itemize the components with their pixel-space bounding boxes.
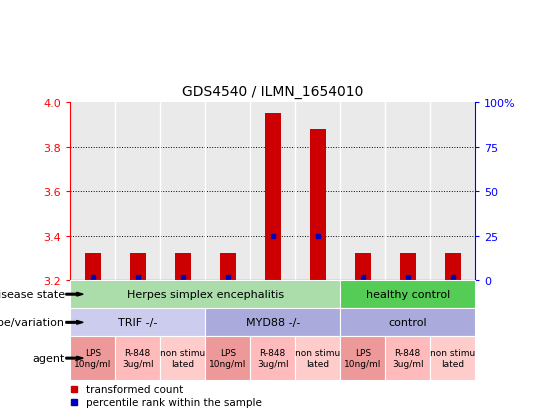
Bar [85, 254, 100, 280]
Bar [355, 254, 370, 280]
Bar [70, 309, 205, 337]
Bar [430, 103, 475, 280]
Bar [430, 337, 475, 380]
Bar [340, 337, 385, 380]
Text: LPS
10ng/ml: LPS 10ng/ml [74, 349, 111, 368]
Bar [70, 103, 115, 280]
Bar [205, 337, 250, 380]
Text: genotype/variation: genotype/variation [0, 318, 65, 328]
Bar [205, 103, 250, 280]
Bar [175, 254, 191, 280]
Text: R-848
3ug/ml: R-848 3ug/ml [122, 349, 153, 368]
Text: non stimu
lated: non stimu lated [160, 349, 205, 368]
Bar [340, 309, 475, 337]
Text: agent: agent [32, 353, 65, 363]
Bar [340, 280, 475, 309]
Text: R-848
3ug/ml: R-848 3ug/ml [392, 349, 423, 368]
Bar [250, 103, 295, 280]
Bar [385, 337, 430, 380]
Text: TRIF -/-: TRIF -/- [118, 318, 157, 328]
Bar [160, 337, 205, 380]
Bar [295, 103, 340, 280]
Bar [70, 280, 340, 309]
Bar [130, 254, 146, 280]
Text: non stimu
lated: non stimu lated [430, 349, 475, 368]
Bar [265, 114, 281, 280]
Text: disease state: disease state [0, 290, 65, 299]
Text: Herpes simplex encephalitis: Herpes simplex encephalitis [127, 290, 284, 299]
Text: percentile rank within the sample: percentile rank within the sample [86, 396, 262, 407]
Bar [400, 254, 416, 280]
Bar [160, 103, 205, 280]
Text: transformed count: transformed count [86, 384, 184, 394]
Bar [295, 337, 340, 380]
Bar [115, 103, 160, 280]
Bar [445, 254, 461, 280]
Bar [310, 130, 326, 280]
Text: non stimu
lated: non stimu lated [295, 349, 340, 368]
Bar [205, 309, 340, 337]
Bar [385, 103, 430, 280]
Bar [250, 337, 295, 380]
Text: R-848
3ug/ml: R-848 3ug/ml [257, 349, 288, 368]
Text: LPS
10ng/ml: LPS 10ng/ml [344, 349, 381, 368]
Text: MYD88 -/-: MYD88 -/- [246, 318, 300, 328]
Text: control: control [388, 318, 427, 328]
Bar [220, 254, 235, 280]
Text: LPS
10ng/ml: LPS 10ng/ml [209, 349, 246, 368]
Bar [70, 337, 115, 380]
Bar [115, 337, 160, 380]
Text: healthy control: healthy control [366, 290, 450, 299]
Bar [340, 103, 385, 280]
Title: GDS4540 / ILMN_1654010: GDS4540 / ILMN_1654010 [182, 85, 363, 99]
